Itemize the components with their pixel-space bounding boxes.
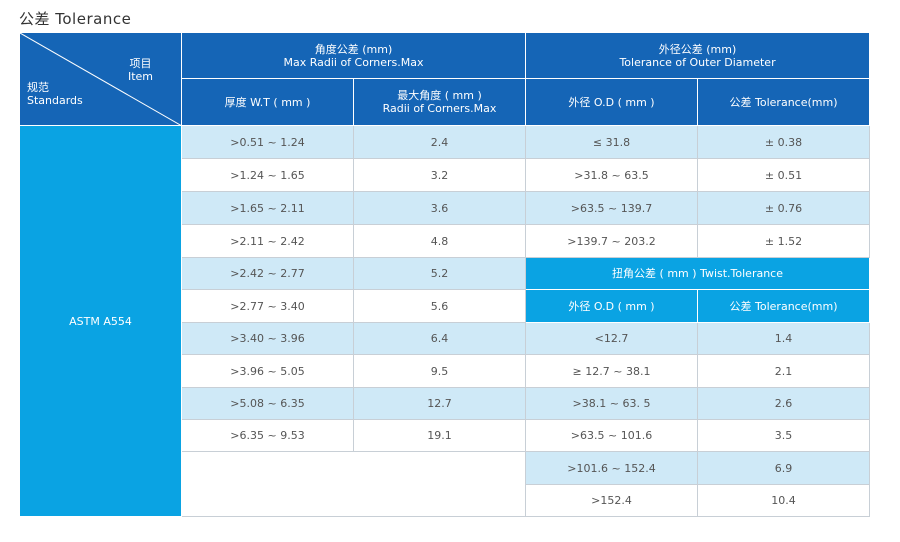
twist-cell-od: <12.7 bbox=[525, 322, 699, 355]
table-cell-tol: ± 1.52 bbox=[697, 224, 871, 258]
empty-cell bbox=[180, 451, 527, 517]
table-cell-od: ≤ 31.8 bbox=[525, 125, 699, 159]
twist-cell-tol: 6.9 bbox=[697, 451, 871, 485]
twist-cell-tol: 2.6 bbox=[697, 387, 871, 420]
table-cell-tol: ± 0.76 bbox=[697, 191, 871, 225]
table-cell-od: >31.8 ~ 63.5 bbox=[525, 158, 699, 192]
corner-std-cn: 规范 bbox=[27, 81, 49, 94]
twist-cell-tol: 3.5 bbox=[697, 419, 871, 452]
outer-diameter-group-header: 外径公差 (mm) Tolerance of Outer Diameter bbox=[525, 32, 871, 79]
table-cell-radii: 9.5 bbox=[352, 354, 527, 388]
corner-radii-group-header: 角度公差 (mm) Max Radii of Corners.Max bbox=[180, 32, 527, 79]
corner-item-cn: 项目 bbox=[129, 57, 152, 70]
table-cell-radii: 5.2 bbox=[352, 257, 527, 290]
twist-cell-od: ≥ 12.7 ~ 38.1 bbox=[525, 354, 699, 388]
twist-cell-tol: 2.1 bbox=[697, 354, 871, 388]
twist-col-header-od: 外径 O.D ( mm ) bbox=[525, 289, 699, 323]
corner-item-en: Item bbox=[127, 70, 153, 83]
corner-std-en: Standards bbox=[27, 94, 83, 107]
corner-item-label: 项目 Item bbox=[128, 57, 153, 83]
table-cell-radii: 12.7 bbox=[352, 387, 527, 420]
table-cell-wt: >2.77 ~ 3.40 bbox=[181, 289, 354, 323]
table-cell-tol: ± 0.51 bbox=[697, 158, 871, 192]
corner-group-cn: 角度公差 (mm) bbox=[314, 42, 393, 56]
table-cell-wt: >2.42 ~ 2.77 bbox=[181, 257, 354, 290]
twist-tolerance-header: 扭角公差 ( mm ) Twist.Tolerance bbox=[525, 257, 871, 290]
twist-cell-od: >101.6 ~ 152.4 bbox=[525, 451, 699, 485]
table-cell-wt: >0.51 ~ 1.24 bbox=[181, 125, 354, 159]
twist-col-header-tolerance: 公差 Tolerance(mm) bbox=[697, 289, 871, 323]
corner-group-en: Max Radii of Corners.Max bbox=[283, 55, 424, 69]
col-radii-cn: 最大角度 ( mm ) bbox=[397, 89, 482, 102]
col-header-od: 外径 O.D ( mm ) bbox=[525, 78, 699, 126]
twist-cell-od: >152.4 bbox=[525, 484, 699, 517]
twist-cell-od: >38.1 ~ 63. 5 bbox=[525, 387, 699, 420]
table-cell-wt: >3.40 ~ 3.96 bbox=[181, 322, 354, 355]
table-cell-wt: >5.08 ~ 6.35 bbox=[181, 387, 354, 420]
table-cell-od: >63.5 ~ 139.7 bbox=[525, 191, 699, 225]
page-title: 公差 Tolerance bbox=[19, 10, 132, 28]
col-radii-en: Radii of Corners.Max bbox=[382, 102, 497, 115]
table-cell-wt: >1.65 ~ 2.11 bbox=[181, 191, 354, 225]
diagonal-divider bbox=[20, 33, 181, 125]
table-cell-wt: >2.11 ~ 2.42 bbox=[181, 224, 354, 258]
standard-cell: ASTM A554 bbox=[19, 125, 182, 517]
table-cell-radii: 3.2 bbox=[352, 158, 527, 192]
col-header-tolerance: 公差 Tolerance(mm) bbox=[697, 78, 871, 126]
corner-standards-label: 规范 Standards bbox=[27, 81, 83, 107]
table-cell-radii: 5.6 bbox=[352, 289, 527, 323]
col-header-thickness: 厚度 W.T ( mm ) bbox=[181, 78, 354, 126]
tolerance-table: 项目 Item 规范 Standards 角度公差 (mm) Max Radii… bbox=[19, 32, 871, 517]
table-cell-radii: 2.4 bbox=[352, 125, 527, 159]
table-cell-wt: >1.24 ~ 1.65 bbox=[181, 158, 354, 192]
twist-cell-tol: 1.4 bbox=[697, 322, 871, 355]
twist-cell-od: >63.5 ~ 101.6 bbox=[525, 419, 699, 452]
table-cell-tol: ± 0.38 bbox=[697, 125, 871, 159]
table-cell-wt: >6.35 ~ 9.53 bbox=[181, 419, 354, 452]
table-cell-radii: 6.4 bbox=[352, 322, 527, 355]
table-cell-od: >139.7 ~ 203.2 bbox=[525, 224, 699, 258]
col-header-radii: 最大角度 ( mm ) Radii of Corners.Max bbox=[352, 78, 527, 126]
table-cell-radii: 3.6 bbox=[352, 191, 527, 225]
twist-cell-tol: 10.4 bbox=[697, 484, 871, 517]
corner-header-cell: 项目 Item 规范 Standards bbox=[19, 32, 182, 126]
outer-group-cn: 外径公差 (mm) bbox=[658, 42, 737, 56]
table-cell-radii: 4.8 bbox=[352, 224, 527, 258]
outer-group-en: Tolerance of Outer Diameter bbox=[619, 55, 776, 69]
table-cell-radii: 19.1 bbox=[352, 419, 527, 452]
table-cell-wt: >3.96 ~ 5.05 bbox=[181, 354, 354, 388]
